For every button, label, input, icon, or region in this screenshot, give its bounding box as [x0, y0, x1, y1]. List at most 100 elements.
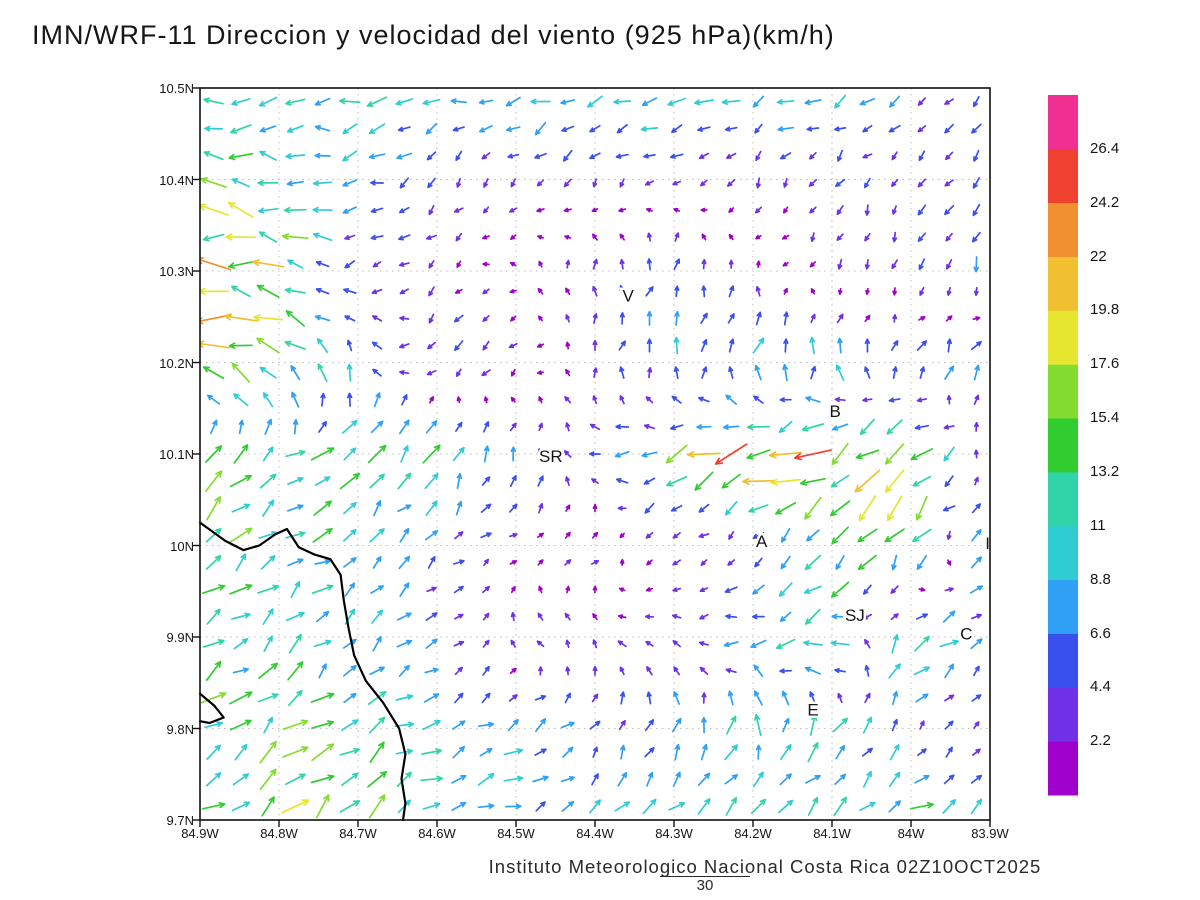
wind-arrow [778, 420, 793, 433]
colorbar-tick-label: 11 [1090, 516, 1106, 534]
wind-arrow [755, 234, 762, 240]
wind-arrow [641, 97, 658, 106]
wind-arrow [452, 126, 465, 132]
wind-arrow [973, 286, 979, 296]
wind-arrow [342, 150, 358, 162]
wind-arrow [592, 665, 598, 676]
wind-arrow [537, 559, 544, 566]
wind-arrow [291, 391, 300, 408]
wind-arrow [233, 444, 249, 464]
wind-arrow [945, 232, 953, 242]
wind-arrow [804, 496, 822, 520]
wind-arrow [510, 315, 517, 322]
wind-arrow [618, 614, 627, 620]
wind-arrow [970, 774, 983, 784]
wind-arrow [537, 532, 544, 539]
wind-arrow [205, 445, 223, 463]
wind-arrow [619, 395, 625, 405]
wind-arrow [314, 476, 331, 486]
station-label: V [623, 287, 635, 306]
wind-arrow [318, 420, 328, 433]
wind-arrow [619, 312, 625, 325]
wind-arrow [229, 719, 252, 731]
wind-arrow [371, 341, 383, 350]
wind-arrow [286, 124, 304, 133]
wind-arrow [946, 338, 953, 353]
wind-arrow [673, 691, 680, 705]
wind-arrow [482, 206, 490, 214]
wind-arrow [369, 741, 385, 763]
wind-arrow [200, 203, 229, 216]
wind-arrow [972, 203, 981, 217]
x-axis-tick-label: 84.1W [813, 826, 851, 841]
wind-arrow [837, 258, 843, 270]
wind-arrow [344, 582, 356, 597]
wind-arrow [252, 259, 285, 268]
wind-arrow [285, 98, 306, 106]
wind-arrow [946, 559, 952, 566]
wind-arrow [864, 366, 871, 379]
wind-arrow [263, 635, 273, 653]
wind-arrow [697, 798, 711, 815]
wind-arrow [884, 528, 905, 543]
wind-arrow [453, 314, 464, 323]
wind-arrow [748, 504, 769, 513]
wind-arrow [508, 694, 518, 702]
wind-arrow [483, 396, 489, 404]
wind-arrow [510, 396, 516, 403]
wind-arrow [287, 661, 304, 681]
wind-arrow [670, 424, 684, 431]
wind-arrow [452, 745, 466, 759]
wind-arrow [203, 366, 225, 380]
wind-arrow [422, 444, 441, 464]
wind-arrow [890, 585, 899, 594]
wind-arrow [538, 396, 543, 404]
wind-arrow [700, 339, 708, 353]
wind-arrow [643, 424, 656, 430]
coastline [198, 521, 407, 822]
colorbar-segment [1048, 95, 1078, 150]
wind-arrow [207, 394, 221, 405]
wind-arrow [782, 364, 789, 382]
wind-arrow [944, 587, 954, 592]
wind-arrow [510, 611, 516, 622]
wind-arrow [592, 258, 598, 270]
wind-arrow [396, 771, 412, 787]
wind-arrow [777, 126, 794, 132]
wind-arrow [201, 801, 226, 810]
wind-arrow [482, 288, 490, 295]
wind-arrow [562, 149, 573, 162]
colorbar-segment [1048, 471, 1078, 527]
wind-arrow [778, 582, 793, 597]
wind-arrow [281, 799, 310, 814]
wind-arrow [260, 555, 276, 570]
station-label: E [807, 700, 818, 719]
wind-arrow [231, 178, 250, 188]
wind-arrow [754, 206, 762, 214]
wind-arrow [746, 449, 771, 460]
wind-arrow [942, 610, 956, 623]
wind-arrow [619, 691, 626, 705]
wind-arrow [754, 690, 763, 706]
wind-arrow [396, 639, 413, 648]
wind-arrow [592, 504, 598, 513]
wind-arrow [803, 640, 823, 647]
wind-arrow [258, 96, 278, 107]
wind-arrow [700, 207, 708, 213]
wind-arrow [205, 772, 222, 787]
wind-arrow [809, 336, 816, 355]
wind-arrow [399, 343, 410, 349]
wind-arrow [592, 639, 598, 649]
wind-arrow [290, 365, 301, 381]
wind-arrow [510, 368, 516, 377]
wind-arrow [914, 774, 930, 784]
wind-arrow [912, 528, 932, 543]
wind-arrow [862, 716, 872, 734]
wind-arrow [888, 800, 901, 813]
wind-arrow [618, 340, 626, 351]
wind-arrow [285, 310, 305, 327]
colorbar-tick-label: 6.6 [1090, 624, 1111, 642]
wind-arrow [698, 152, 710, 159]
wind-arrow [537, 287, 544, 295]
